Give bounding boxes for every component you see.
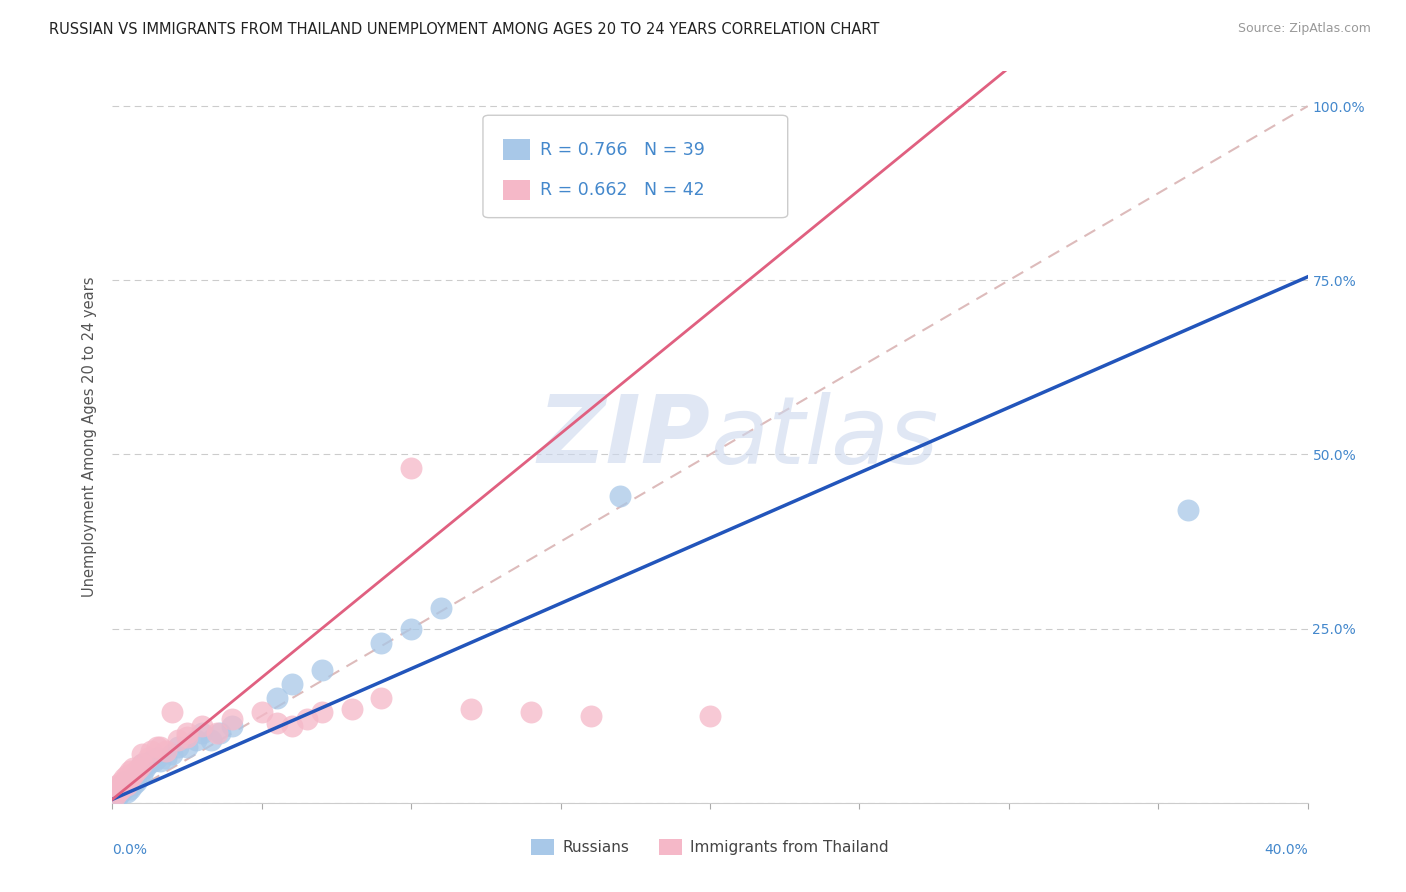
Point — [131, 757, 153, 772]
Point — [167, 740, 190, 755]
Point — [460, 702, 482, 716]
Point — [141, 754, 163, 768]
Point — [191, 726, 214, 740]
Point — [1177, 503, 1199, 517]
Point — [155, 743, 177, 757]
Point — [311, 705, 333, 719]
Point — [155, 750, 177, 764]
FancyBboxPatch shape — [484, 115, 787, 218]
Text: Source: ZipAtlas.com: Source: ZipAtlas.com — [1237, 22, 1371, 36]
Point — [401, 461, 423, 475]
Point — [120, 772, 142, 786]
Text: R = 0.662   N = 42: R = 0.662 N = 42 — [540, 181, 704, 199]
Point — [117, 768, 139, 782]
Legend: Russians, Immigrants from Thailand: Russians, Immigrants from Thailand — [526, 833, 894, 861]
Point — [176, 726, 198, 740]
Point — [250, 705, 273, 719]
Point — [221, 719, 243, 733]
Point — [266, 715, 288, 730]
Y-axis label: Unemployment Among Ages 20 to 24 years: Unemployment Among Ages 20 to 24 years — [82, 277, 97, 598]
Point — [311, 664, 333, 678]
Point — [186, 733, 208, 747]
Point — [104, 792, 127, 806]
Point — [138, 750, 160, 764]
Point — [699, 708, 721, 723]
FancyBboxPatch shape — [503, 139, 530, 160]
Point — [295, 712, 318, 726]
Point — [281, 677, 304, 691]
Point — [114, 775, 135, 789]
Point — [120, 781, 142, 796]
Point — [107, 789, 129, 803]
Point — [110, 775, 132, 789]
Point — [149, 754, 172, 768]
Point — [143, 754, 166, 768]
Text: RUSSIAN VS IMMIGRANTS FROM THAILAND UNEMPLOYMENT AMONG AGES 20 TO 24 YEARS CORRE: RUSSIAN VS IMMIGRANTS FROM THAILAND UNEM… — [49, 22, 880, 37]
Point — [114, 778, 135, 792]
Point — [281, 719, 304, 733]
Point — [110, 785, 132, 799]
Point — [110, 781, 132, 796]
FancyBboxPatch shape — [503, 179, 530, 200]
Point — [146, 750, 169, 764]
Point — [128, 772, 150, 786]
Point — [122, 778, 145, 792]
Point — [205, 726, 228, 740]
Point — [141, 743, 163, 757]
Point — [401, 622, 423, 636]
Point — [266, 691, 288, 706]
Point — [131, 747, 153, 761]
Point — [149, 740, 172, 755]
Point — [138, 757, 160, 772]
Point — [122, 768, 145, 782]
Point — [107, 785, 129, 799]
Point — [114, 781, 135, 796]
Point — [104, 781, 127, 796]
Point — [125, 768, 148, 782]
Point — [110, 778, 132, 792]
Point — [122, 761, 145, 775]
Point — [117, 785, 139, 799]
Point — [176, 730, 198, 744]
Point — [209, 726, 232, 740]
Point — [104, 789, 127, 803]
Point — [340, 702, 363, 716]
Point — [167, 733, 190, 747]
Point — [191, 719, 214, 733]
Point — [430, 600, 453, 615]
Point — [579, 708, 602, 723]
Text: 0.0%: 0.0% — [112, 843, 148, 857]
Point — [221, 712, 243, 726]
Point — [370, 635, 392, 649]
Point — [120, 775, 142, 789]
Point — [125, 775, 148, 789]
Text: 40.0%: 40.0% — [1264, 843, 1308, 857]
Point — [370, 691, 392, 706]
Point — [125, 764, 148, 779]
Point — [162, 705, 183, 719]
Point — [131, 757, 153, 772]
Point — [520, 705, 543, 719]
Point — [131, 768, 153, 782]
Point — [134, 761, 156, 775]
Text: atlas: atlas — [710, 392, 938, 483]
Point — [107, 778, 129, 792]
Point — [120, 764, 142, 779]
Text: ZIP: ZIP — [537, 391, 710, 483]
Point — [609, 489, 631, 503]
Point — [114, 772, 135, 786]
Point — [117, 778, 139, 792]
Point — [146, 740, 169, 755]
Point — [176, 740, 198, 755]
Point — [162, 747, 183, 761]
Point — [117, 778, 139, 792]
Text: R = 0.766   N = 39: R = 0.766 N = 39 — [540, 141, 706, 159]
Point — [128, 761, 150, 775]
Point — [200, 733, 222, 747]
